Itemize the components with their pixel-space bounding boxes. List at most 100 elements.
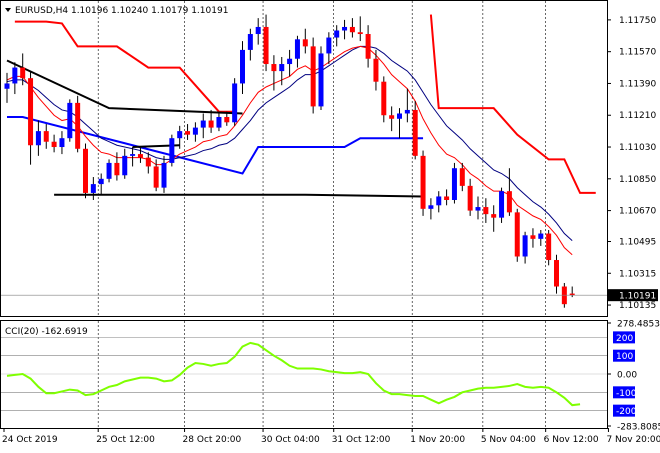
blue-trend-line [7, 116, 424, 175]
time-tick-label: 1 Nov 20:00 [410, 435, 465, 445]
bull-candle [192, 127, 198, 135]
price-tick-label: 1.11570 [619, 48, 656, 58]
bull-candle [287, 58, 293, 65]
bull-candle [475, 207, 481, 211]
bull-candle [161, 162, 167, 188]
bull-candle [35, 131, 41, 146]
bull-candle [326, 37, 332, 54]
bear-candle [114, 162, 120, 176]
time-tick-label: 7 Nov 20:00 [606, 435, 660, 445]
symbol-header: EURUSD,H4 1.10196 1.10240 1.10179 1.1019… [15, 6, 228, 16]
bull-candle [122, 155, 128, 176]
bull-candle [279, 64, 285, 72]
bull-candle [342, 26, 348, 31]
price-tick-label: 1.11750 [619, 16, 656, 26]
bull-candle [428, 205, 434, 209]
cci-tick-label: 278.4853 [617, 320, 660, 330]
bull-candle [200, 120, 206, 128]
bull-candle [12, 67, 18, 84]
bear-candle [357, 32, 363, 35]
bear-candle [224, 117, 230, 123]
time-tick-label: 31 Oct 12:00 [332, 435, 391, 445]
cci-line [6, 341, 581, 407]
cci-tick-label: 100 [616, 352, 633, 362]
bear-candle [569, 293, 575, 296]
price-tick-label: 1.11030 [619, 143, 656, 153]
bear-candle [208, 120, 214, 128]
bear-candle [546, 233, 552, 261]
bull-candle [240, 49, 245, 84]
bear-candle [310, 46, 316, 107]
bull-candle [334, 30, 340, 38]
bear-candle [381, 81, 387, 116]
candles [4, 14, 575, 308]
bull-candle [67, 102, 73, 139]
time-tick-label: 5 Nov 04:00 [481, 435, 536, 445]
current-price-label: 1.10191 [619, 292, 656, 302]
bull-candle [169, 138, 175, 163]
bear-candle [271, 64, 277, 72]
bear-candle [506, 191, 512, 213]
cci-axis: 278.4853 200 100 0.00 -100 -200 -283.8085 [607, 320, 660, 433]
bear-candle [412, 109, 418, 156]
time-tick-label: 28 Oct 20:00 [183, 435, 242, 445]
bull-candle [247, 34, 253, 50]
bear-candle [554, 260, 559, 287]
cci-tick-label: 0.00 [617, 371, 637, 381]
slow-ma-line [6, 45, 573, 241]
bear-candle [83, 148, 88, 193]
price-tick-label: 1.11210 [619, 111, 656, 121]
price-axis: 1.11750 1.11570 1.11390 1.11210 1.11030 1.108… [1, 16, 658, 311]
cci-level-box [613, 331, 635, 344]
time-tick-label: 6 Nov 12:00 [544, 435, 599, 445]
cci-tick-label: -283.8085 [617, 423, 660, 433]
bull-candle [451, 168, 457, 200]
bull-candle [397, 113, 402, 119]
cci-indicator [1, 337, 607, 411]
bear-candle [467, 185, 473, 211]
bear-candle [263, 26, 269, 65]
bear-candle [20, 67, 26, 79]
bear-candle [349, 26, 355, 33]
cci-tick-label: 200 [616, 334, 633, 344]
dropdown-triangle-icon[interactable] [5, 8, 11, 12]
bear-candle [185, 131, 191, 135]
bear-candle [153, 166, 159, 188]
bear-candle [75, 102, 81, 149]
bear-candle [28, 78, 34, 146]
bull-candle [436, 196, 442, 206]
price-tick-label: 1.10670 [619, 207, 656, 217]
red-trend-line [429, 14, 596, 194]
price-tick-label: 1.10850 [619, 175, 656, 185]
bull-candle [4, 83, 10, 89]
bull-candle [177, 131, 183, 139]
bull-candle [98, 178, 104, 185]
cci-level-box [613, 349, 635, 362]
bull-candle [90, 184, 96, 193]
bear-candle [43, 131, 49, 142]
bear-candle [459, 168, 465, 186]
cci-header: CCI(20) -162.6919 [5, 327, 88, 337]
bear-candle [420, 155, 426, 209]
cci-tick-label: -100 [616, 389, 637, 399]
bear-candle [137, 154, 143, 158]
time-tick-label: 25 Oct 12:00 [96, 435, 155, 445]
bull-candle [130, 154, 136, 156]
bear-candle [51, 141, 57, 148]
black-resistance-line [6, 59, 243, 115]
cci-tick-label: -200 [616, 407, 637, 417]
time-axis: 24 Oct 2019 25 Oct 12:00 28 Oct 20:00 30 Oc… [2, 428, 660, 445]
bull-candle [216, 117, 222, 128]
time-tick-label: 24 Oct 2019 [2, 435, 58, 445]
time-tick-label: 30 Oct 04:00 [261, 435, 320, 445]
red-trend-line [14, 20, 235, 113]
cci-level-box [613, 386, 635, 399]
bull-candle [255, 26, 261, 35]
bull-candle [294, 39, 300, 59]
bull-candle [318, 53, 324, 107]
bull-candle [232, 83, 238, 123]
bear-candle [444, 196, 450, 200]
cci-panel-frame [0, 320, 608, 429]
